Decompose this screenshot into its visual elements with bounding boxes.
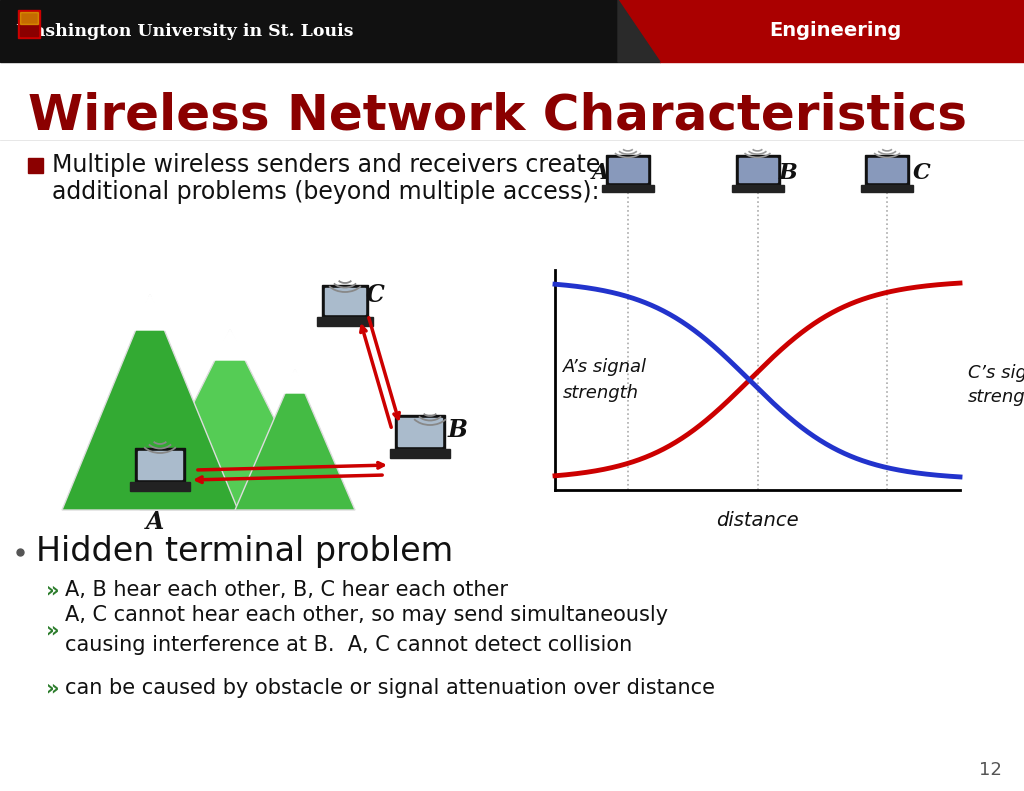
Polygon shape [618, 0, 660, 62]
Text: C’s signal
strength: C’s signal strength [968, 364, 1024, 407]
Bar [738, 158, 776, 182]
Bar [609, 158, 647, 182]
Bar [731, 185, 783, 192]
Text: »: » [46, 678, 59, 698]
Polygon shape [278, 370, 312, 393]
Text: »: » [46, 620, 59, 640]
Text: A’s signal
strength: A’s signal strength [563, 358, 647, 402]
Text: Hidden terminal problem: Hidden terminal problem [36, 536, 454, 569]
Text: Washington University in St. Louis: Washington University in St. Louis [16, 22, 353, 40]
Text: B: B [778, 162, 797, 184]
Bar [28, 158, 43, 173]
Text: A, B hear each other, B, C hear each other: A, B hear each other, B, C hear each oth… [65, 580, 508, 600]
Bar [138, 451, 182, 479]
Bar [135, 448, 185, 482]
Bar [18, 10, 40, 38]
Bar [861, 185, 913, 192]
Polygon shape [128, 295, 172, 330]
Bar [0, 0, 660, 62]
Polygon shape [618, 0, 1024, 62]
Bar [20, 12, 38, 36]
Text: Engineering: Engineering [769, 21, 901, 40]
Text: A: A [145, 510, 164, 534]
Bar [317, 317, 373, 326]
Text: Multiple wireless senders and receivers create: Multiple wireless senders and receivers … [52, 153, 600, 177]
Text: distance: distance [716, 510, 799, 529]
Text: Wireless Network Characteristics: Wireless Network Characteristics [28, 91, 967, 139]
Bar [322, 285, 368, 317]
Text: C: C [913, 162, 931, 184]
Bar [398, 418, 442, 446]
Text: can be caused by obstacle or signal attenuation over distance: can be caused by obstacle or signal atte… [65, 678, 715, 698]
Bar [20, 12, 38, 24]
Bar [606, 155, 650, 185]
Text: A, C cannot hear each other, so may send simultaneously
causing interference at : A, C cannot hear each other, so may send… [65, 605, 668, 655]
Bar [865, 155, 909, 185]
Text: B: B [449, 418, 468, 442]
Text: 12: 12 [979, 761, 1001, 779]
Text: A: A [591, 162, 608, 184]
Bar [325, 288, 365, 314]
Bar [130, 482, 190, 491]
Text: »: » [46, 580, 59, 600]
Text: additional problems (beyond multiple access):: additional problems (beyond multiple acc… [52, 180, 599, 204]
Bar [735, 155, 779, 185]
Polygon shape [140, 330, 319, 510]
Polygon shape [62, 295, 238, 510]
Polygon shape [210, 330, 250, 360]
Polygon shape [234, 370, 355, 510]
Bar [602, 185, 654, 192]
Bar [395, 415, 445, 449]
Bar [390, 449, 450, 458]
Text: C: C [366, 283, 384, 307]
Bar [868, 158, 906, 182]
